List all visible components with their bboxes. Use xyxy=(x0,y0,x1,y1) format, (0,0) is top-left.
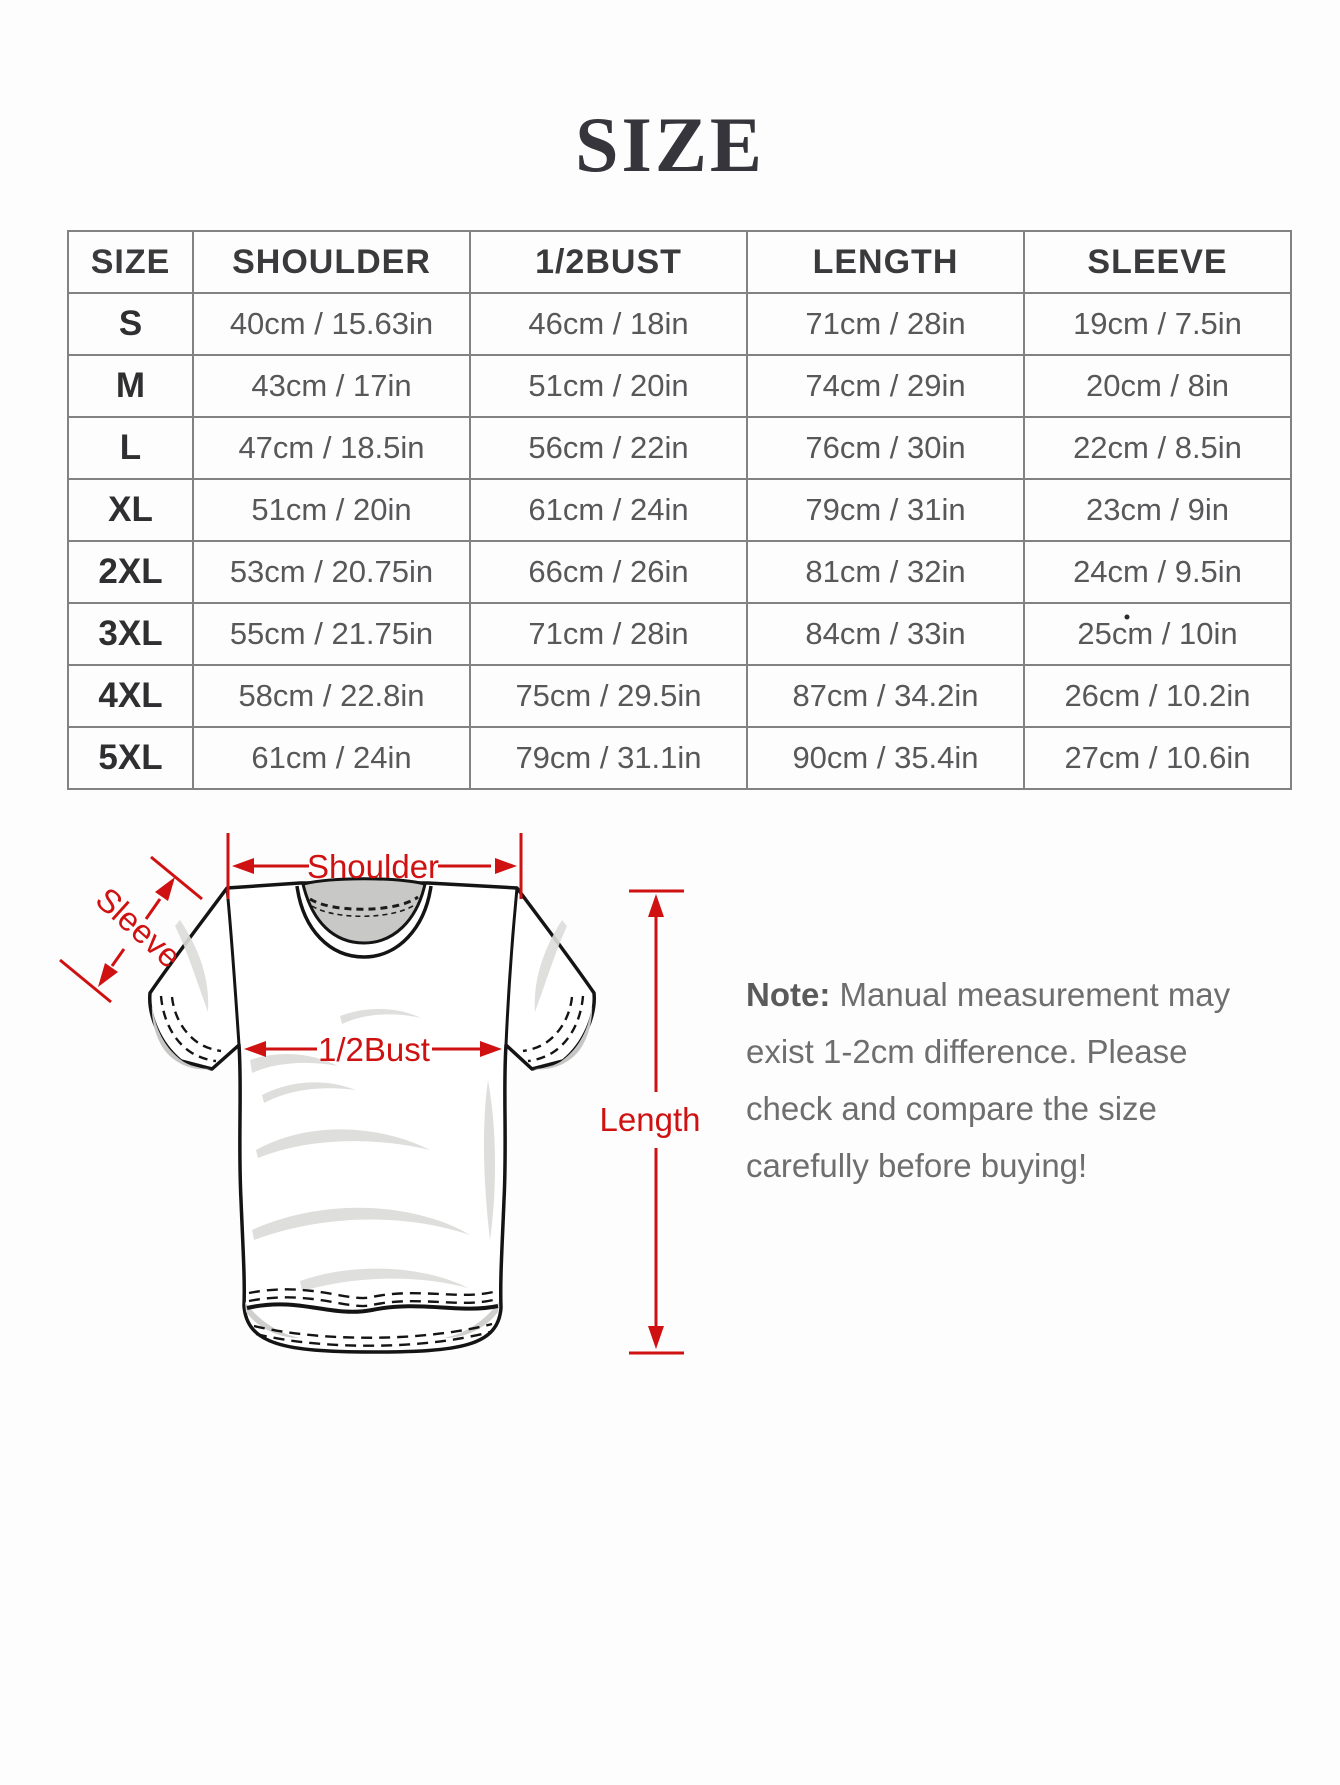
table-cell: 51cm / 20in xyxy=(469,354,748,418)
table-cell: 25cm / 10in xyxy=(1023,602,1292,666)
column-header-length: LENGTH xyxy=(746,230,1025,294)
table-row: 3XL 55cm / 21.75in 71cm / 28in 84cm / 33in 2… xyxy=(67,602,1292,666)
table-cell: 51cm / 20in xyxy=(192,478,471,542)
table-row: 4XL 58cm / 22.8in 75cm / 29.5in 87cm / 34.2… xyxy=(67,664,1292,728)
tshirt-silhouette xyxy=(148,881,596,1354)
table-cell: 40cm / 15.63in xyxy=(192,292,471,356)
table-cell: M xyxy=(67,354,194,418)
table-cell: 23cm / 9in xyxy=(1023,478,1292,542)
table-cell: 56cm / 22in xyxy=(469,416,748,480)
measurement-annotations: Shoulder Sleeve 1/2Bust xyxy=(59,833,701,1355)
table-cell: 55cm / 21.75in xyxy=(192,602,471,666)
column-header-1-2bust: 1/2BUST xyxy=(469,230,748,294)
tshirt-illustration xyxy=(148,877,596,1354)
size-table: SIZE SHOULDER 1/2BUST LENGTH SLEEVE S 40cm / … xyxy=(67,230,1292,790)
table-row: L 47cm / 18.5in 56cm / 22in 76cm / 30in 22cm… xyxy=(67,416,1292,480)
column-header-shoulder: SHOULDER xyxy=(192,230,471,294)
table-cell: L xyxy=(67,416,194,480)
table-cell: 19cm / 7.5in xyxy=(1023,292,1292,356)
table-cell: 71cm / 28in xyxy=(746,292,1025,356)
table-cell: S xyxy=(67,292,194,356)
table-cell: 4XL xyxy=(67,664,194,728)
armhole-seams xyxy=(225,887,519,1046)
size-table-header: SIZE SHOULDER 1/2BUST LENGTH SLEEVE xyxy=(67,230,1292,294)
table-cell: 75cm / 29.5in xyxy=(469,664,748,728)
bust-label: 1/2Bust xyxy=(318,1031,430,1068)
table-cell: 71cm / 28in xyxy=(469,602,748,666)
table-cell: 24cm / 9.5in xyxy=(1023,540,1292,604)
column-header-sleeve: SLEEVE xyxy=(1023,230,1292,294)
shoulder-annotation: Shoulder xyxy=(226,833,523,899)
table-cell: 87cm / 34.2in xyxy=(746,664,1025,728)
table-cell: 66cm / 26in xyxy=(469,540,748,604)
table-row: S 40cm / 15.63in 46cm / 18in 71cm / 28in 19c… xyxy=(67,292,1292,356)
table-row: XL 51cm / 20in 61cm / 24in 79cm / 31in 23cm … xyxy=(67,478,1292,542)
length-label: Length xyxy=(600,1101,701,1138)
table-cell: 2XL xyxy=(67,540,194,604)
table-cell: 76cm / 30in xyxy=(746,416,1025,480)
table-cell: 58cm / 22.8in xyxy=(192,664,471,728)
length-annotation: Length xyxy=(600,889,701,1355)
table-cell: 5XL xyxy=(67,726,194,790)
table-cell: 20cm / 8in xyxy=(1023,354,1292,418)
table-row: M 43cm / 17in 51cm / 20in 74cm / 29in 20cm /… xyxy=(67,354,1292,418)
table-cell: 84cm / 33in xyxy=(746,602,1025,666)
table-cell: 61cm / 24in xyxy=(469,478,748,542)
table-cell: 79cm / 31.1in xyxy=(469,726,748,790)
table-cell: 3XL xyxy=(67,602,194,666)
cuff-stitching xyxy=(159,995,585,1063)
table-cell: 43cm / 17in xyxy=(192,354,471,418)
table-cell: 47cm / 18.5in xyxy=(192,416,471,480)
collar xyxy=(295,877,433,959)
wrinkle-shading xyxy=(175,920,567,1291)
shoulder-label: Shoulder xyxy=(307,848,439,885)
table-cell: 27cm / 10.6in xyxy=(1023,726,1292,790)
page-title: SIZE xyxy=(575,101,765,188)
sleeve-label: Sleeve xyxy=(89,880,189,975)
table-cell: XL xyxy=(67,478,194,542)
cuff-shadows xyxy=(151,1005,593,1070)
bust-annotation: 1/2Bust xyxy=(244,1031,502,1068)
column-header-size: SIZE xyxy=(67,230,194,294)
table-cell: 90cm / 35.4in xyxy=(746,726,1025,790)
table-row: 5XL 61cm / 24in 79cm / 31.1in 90cm / 35.4in… xyxy=(67,726,1292,790)
table-cell: 79cm / 31in xyxy=(746,478,1025,542)
table-cell: 26cm / 10.2in xyxy=(1023,664,1292,728)
table-cell: 46cm / 18in xyxy=(469,292,748,356)
note-body: Manual measurement may exist 1-2cm diffe… xyxy=(746,976,1231,1184)
size-table-body: S 40cm / 15.63in 46cm / 18in 71cm / 28in 19c… xyxy=(67,292,1292,790)
table-cell: 61cm / 24in xyxy=(192,726,471,790)
table-row: 2XL 53cm / 20.75in 66cm / 26in 81cm / 32in 2… xyxy=(67,540,1292,604)
sleeve-annotation: Sleeve xyxy=(59,855,203,1004)
table-cell: 74cm / 29in xyxy=(746,354,1025,418)
collar-band xyxy=(295,885,433,959)
note-prefix: Note: xyxy=(746,976,831,1013)
collar-inside xyxy=(301,877,427,945)
header-row: SIZE SHOULDER 1/2BUST LENGTH SLEEVE xyxy=(67,230,1292,294)
hem-stitching xyxy=(245,1288,499,1347)
table-cell: 81cm / 32in xyxy=(746,540,1025,604)
table-cell: 53cm / 20.75in xyxy=(192,540,471,604)
table-cell: 22cm / 8.5in xyxy=(1023,416,1292,480)
note-text: Note: Manual measurement may exist 1-2cm… xyxy=(746,966,1232,1194)
